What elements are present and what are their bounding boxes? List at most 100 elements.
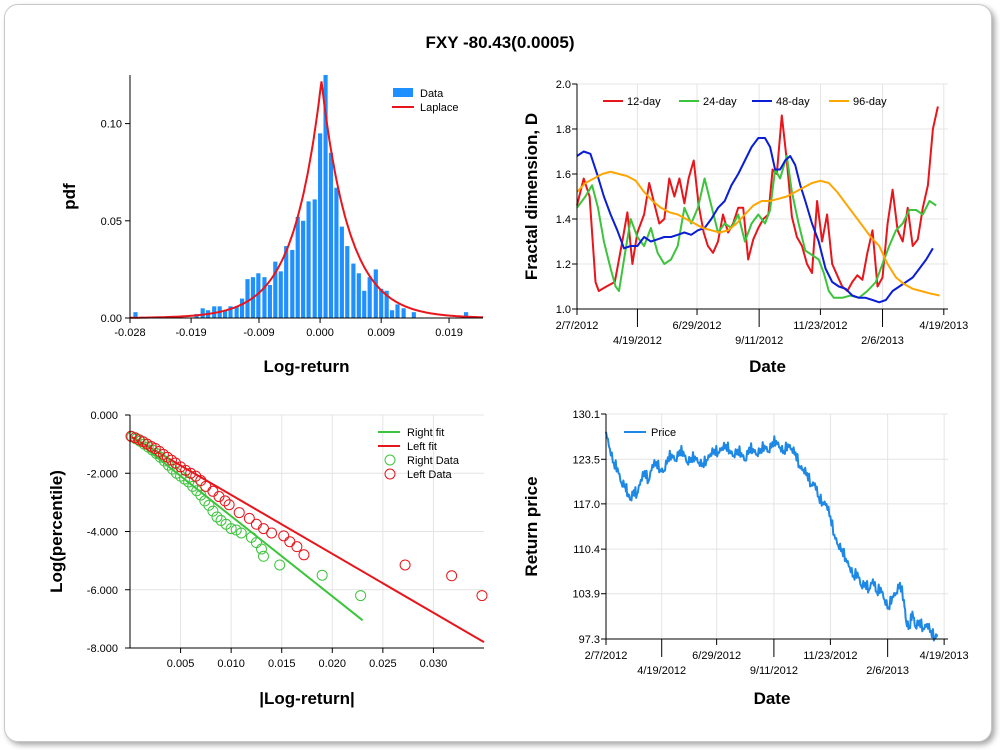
left-data-point — [243, 512, 255, 524]
y-tick-label: 1.2 — [556, 259, 571, 271]
y-tick-label: 117.0 — [573, 499, 600, 511]
x-tick-label: -0.009 — [243, 327, 274, 339]
histogram-bar — [239, 298, 245, 318]
right-data-point — [235, 527, 247, 539]
histogram-bar — [234, 306, 239, 318]
y-tick-label: 1.8 — [556, 124, 571, 136]
legend-label-right-fit: Right fit — [407, 427, 444, 439]
y-tick-label: 97.3 — [579, 634, 600, 646]
left-data-point — [233, 507, 245, 519]
histogram-bar — [284, 246, 289, 318]
y-tick-label: 103.9 — [572, 589, 600, 601]
x-tick-label: -0.019 — [175, 327, 206, 339]
y-tick-label: 0.000 — [90, 410, 118, 422]
histogram-bar — [356, 273, 361, 318]
price-line — [605, 431, 939, 642]
left-data-point — [266, 527, 278, 539]
laplace-curve — [129, 81, 483, 319]
x-tick-label: 2/7/2012 — [585, 650, 628, 662]
series-line-24-day — [576, 155, 937, 299]
histogram-bar — [339, 226, 344, 318]
histogram-bar — [379, 288, 384, 318]
x-axis-title: Date — [754, 689, 791, 708]
x-tick-label: 0.009 — [367, 327, 395, 339]
y-axis-title: Fractal dimension, D — [522, 113, 541, 280]
price-panel: 2/7/2012 4/19/2012 6/29/2012 9/11/2012 11/23… — [522, 409, 969, 708]
x-tick-label: 0.005 — [167, 658, 195, 670]
left-data-point — [476, 590, 488, 602]
left-data-point — [298, 549, 310, 561]
right-data-point — [211, 511, 223, 523]
x-tick-label: -0.028 — [114, 327, 145, 339]
right-data-point — [316, 569, 328, 581]
histogram-bar — [273, 261, 278, 318]
histogram-bar — [133, 312, 138, 318]
y-tick-label: -6.000 — [87, 585, 118, 597]
legend-label-96-day: 96-day — [853, 96, 887, 108]
x-tick-label: 0.025 — [369, 658, 397, 670]
legend-label-48-day: 48-day — [776, 96, 810, 108]
right-data-point — [274, 559, 286, 571]
right-data-point — [258, 550, 270, 562]
histogram-bar — [411, 312, 416, 318]
x-tick-label: 2/6/2013 — [866, 665, 909, 677]
x-tick-label: 6/29/2012 — [673, 320, 722, 332]
y-tick-label: -2.000 — [87, 468, 118, 480]
x-tick-label: 4/19/2013 — [919, 320, 968, 332]
histogram-bar — [262, 277, 267, 318]
y-tick-label: 2.0 — [556, 79, 571, 91]
right-data-point — [207, 505, 219, 517]
x-tick-label: 0.020 — [319, 658, 347, 670]
x-axis-title: Date — [749, 357, 786, 376]
legend-label-12-day: 12-day — [627, 96, 661, 108]
x-tick-label: 0.010 — [217, 658, 245, 670]
x-tick-label: 2/6/2013 — [861, 335, 904, 347]
x-tick-label: 0.019 — [435, 327, 463, 339]
legend-label-left-fit: Left fit — [407, 441, 437, 453]
y-tick-label: 0.05 — [101, 216, 122, 228]
right-data-point — [158, 455, 170, 467]
right-data-point — [154, 451, 166, 463]
series-line-96-day — [576, 170, 940, 297]
x-tick-label: 0.030 — [420, 658, 448, 670]
left-data-point — [291, 541, 303, 553]
histogram-bar — [290, 249, 295, 318]
plot-area — [577, 84, 948, 309]
legend-swatch-right-data — [384, 454, 396, 466]
histogram-bar — [463, 312, 469, 318]
right-data-point — [225, 523, 237, 535]
histogram-bar — [318, 133, 323, 318]
histogram-bar — [367, 277, 372, 318]
right-data-point — [199, 495, 211, 507]
y-tick-label: 110.4 — [573, 544, 600, 556]
legend-swatch-data — [393, 88, 413, 97]
legend-label-left-data: Left Data — [407, 469, 453, 481]
x-tick-label: 11/23/2012 — [803, 650, 857, 662]
y-tick-label: 1.0 — [556, 304, 571, 316]
x-axis-title: Log-return — [264, 357, 350, 376]
histogram-bar — [312, 199, 317, 318]
histogram-bar — [401, 308, 406, 318]
histogram-bar — [278, 271, 283, 318]
right-data-point — [195, 489, 207, 501]
left-data-point — [213, 491, 225, 503]
histogram-bar — [345, 246, 350, 318]
y-tick-label: 130.1 — [572, 409, 600, 421]
histogram-bar — [256, 273, 261, 318]
histogram-bar — [334, 187, 339, 318]
x-tick-label: 4/19/2012 — [637, 665, 686, 677]
legend-label-price: Price — [651, 427, 676, 439]
histogram-bar — [384, 290, 389, 318]
legend-swatch-left-data — [384, 468, 396, 480]
histogram-bar — [228, 306, 233, 318]
x-tick-label: 4/19/2012 — [613, 335, 662, 347]
histogram-bar — [328, 152, 334, 318]
x-axis-title: |Log-return| — [259, 689, 354, 708]
left-data-point — [219, 495, 231, 507]
x-tick-label: 0.000 — [306, 327, 334, 339]
histogram-bar — [200, 308, 205, 318]
y-tick-label: 1.6 — [556, 169, 571, 181]
y-tick-label: -4.000 — [87, 527, 118, 539]
series-line-48-day — [576, 137, 934, 304]
